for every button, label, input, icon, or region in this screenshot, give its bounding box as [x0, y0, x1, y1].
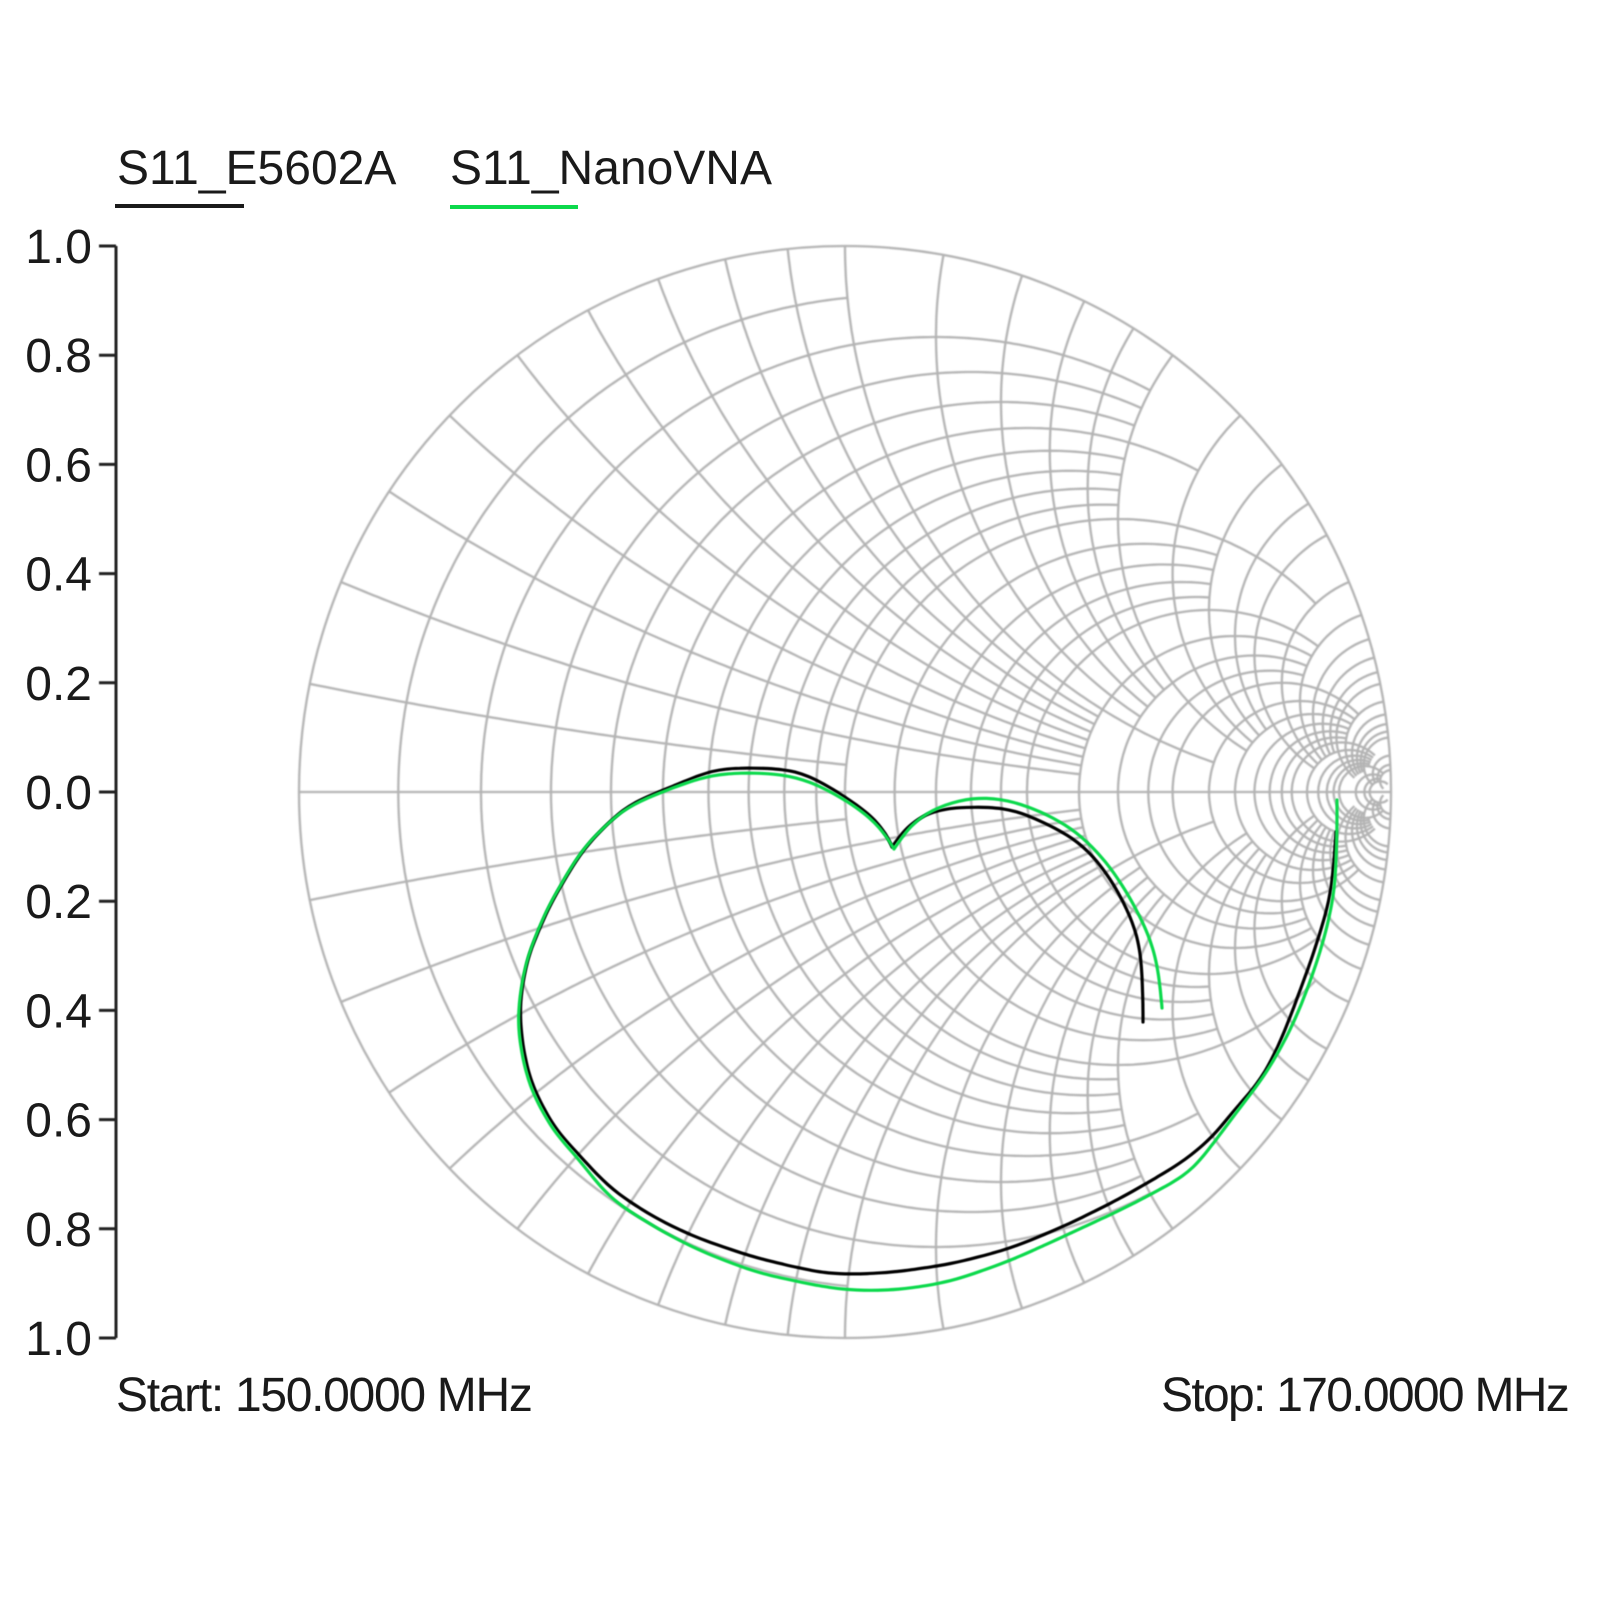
svg-text:Start: 150.0000 MHz: Start: 150.0000 MHz	[116, 1369, 532, 1422]
svg-text:0.8: 0.8	[25, 330, 92, 383]
svg-text:0.6: 0.6	[25, 1095, 92, 1148]
svg-text:0.2: 0.2	[25, 876, 92, 929]
svg-text:1.0: 1.0	[25, 221, 92, 274]
svg-text:S11_E5602A: S11_E5602A	[117, 142, 396, 195]
svg-text:S11_NanoVNA: S11_NanoVNA	[450, 142, 772, 195]
svg-text:0.8: 0.8	[25, 1204, 92, 1257]
svg-text:0.6: 0.6	[25, 439, 92, 492]
svg-text:0.0: 0.0	[25, 767, 92, 820]
svg-text:0.2: 0.2	[25, 658, 92, 711]
svg-text:Stop: 170.0000 MHz: Stop: 170.0000 MHz	[1161, 1369, 1568, 1422]
svg-text:0.4: 0.4	[25, 985, 92, 1038]
svg-text:1.0: 1.0	[25, 1313, 92, 1366]
svg-text:0.4: 0.4	[25, 549, 92, 602]
